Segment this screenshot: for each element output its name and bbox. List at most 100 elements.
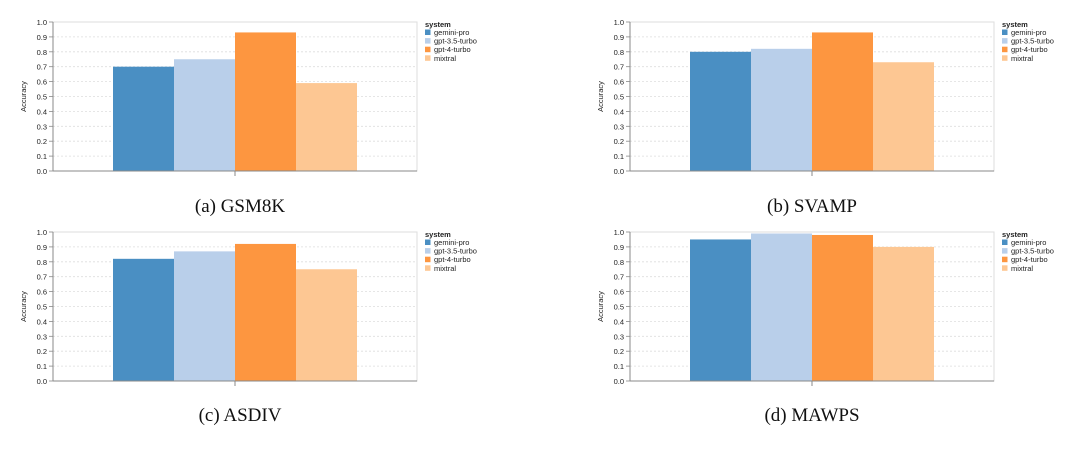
legend-label: mixtral	[434, 264, 456, 273]
y-tick-label: 0.2	[614, 137, 624, 146]
y-tick-label: 0.6	[37, 78, 47, 87]
y-tick-label: 0.4	[37, 107, 47, 116]
legend-label: gpt-3.5-turbo	[1011, 247, 1054, 256]
legend-label: gemini-pro	[1011, 28, 1046, 37]
y-tick-label: 0.0	[614, 167, 624, 176]
y-axis-label: Accuracy	[19, 291, 28, 322]
y-axis-label: Accuracy	[596, 291, 605, 322]
y-axis-label: Accuracy	[596, 81, 605, 112]
bar-gemini-pro	[690, 239, 751, 381]
y-tick-label: 0.8	[614, 48, 624, 57]
y-tick-label: 0.6	[614, 78, 624, 87]
legend-label: gemini-pro	[434, 28, 469, 37]
legend-swatch	[1002, 38, 1008, 44]
y-tick-label: 0.3	[614, 332, 624, 341]
legend-label: mixtral	[1011, 54, 1033, 63]
y-tick-label: 0.7	[37, 273, 47, 282]
bar-gemini-pro	[113, 66, 174, 171]
legend-swatch	[425, 256, 431, 263]
y-tick-label: 0.6	[37, 288, 47, 297]
y-tick-label: 0.9	[614, 33, 624, 42]
y-tick-label: 0.8	[614, 258, 624, 267]
bar-gpt-3.5-turbo	[174, 251, 235, 381]
y-tick-label: 0.3	[37, 332, 47, 341]
legend-label: gpt-4-turbo	[434, 45, 471, 54]
legend-title: system	[425, 20, 451, 29]
legend-label: gpt-4-turbo	[1011, 45, 1048, 54]
chart-panel: 0.0 0.1 0.2 0.3 0.4 0.5 0.6 0.7 0.8 0.9 1.0 Accurac…	[596, 228, 1054, 386]
y-tick-label: 0.0	[37, 377, 47, 386]
y-tick-label: 0.9	[614, 243, 624, 252]
legend-swatch	[425, 55, 431, 61]
legend-title: system	[1002, 20, 1028, 29]
legend-label: mixtral	[434, 54, 456, 63]
legend-label: mixtral	[1011, 264, 1033, 273]
bar-mixtral	[873, 62, 934, 172]
legend-swatch	[1002, 256, 1008, 263]
legend-label: gpt-4-turbo	[1011, 255, 1048, 264]
y-tick-label: 0.7	[614, 63, 624, 72]
legend-swatch	[1002, 248, 1008, 254]
legend-swatch	[1002, 29, 1008, 35]
y-tick-label: 0.5	[614, 93, 624, 102]
y-tick-label: 0.7	[614, 273, 624, 282]
y-tick-label: 0.7	[37, 63, 47, 72]
legend-label: gpt-3.5-turbo	[434, 247, 477, 256]
legend-swatch	[425, 46, 431, 53]
y-axis-label: Accuracy	[19, 81, 28, 112]
y-tick-label: 0.5	[37, 303, 47, 312]
legend-title: system	[425, 230, 451, 239]
legend-label: gpt-3.5-turbo	[1011, 37, 1054, 46]
caption-mawps: (d) MAWPS	[764, 405, 860, 426]
y-tick-label: 0.3	[37, 122, 47, 131]
bar-gpt-4-turbo	[812, 234, 873, 381]
bar-gpt-4-turbo	[235, 243, 296, 381]
legend-swatch	[425, 239, 431, 245]
bar-gemini-pro	[113, 258, 174, 381]
legend-swatch	[1002, 265, 1008, 271]
bar-mixtral	[296, 83, 357, 171]
y-tick-label: 0.4	[614, 107, 624, 116]
caption-asdiv: (c) ASDIV	[198, 405, 282, 426]
y-tick-label: 1.0	[37, 228, 47, 237]
y-tick-label: 0.0	[37, 167, 47, 176]
bar-mixtral	[296, 269, 357, 381]
legend-label: gemini-pro	[434, 238, 469, 247]
chart-panel: 0.0 0.1 0.2 0.3 0.4 0.5 0.6 0.7 0.8 0.9 1.0 Accurac…	[596, 18, 1054, 176]
y-tick-label: 0.1	[614, 362, 624, 371]
y-tick-label: 1.0	[37, 18, 47, 27]
y-tick-label: 0.8	[37, 258, 47, 267]
y-tick-label: 0.1	[37, 152, 47, 161]
bar-gemini-pro	[690, 51, 751, 171]
bar-gpt-3.5-turbo	[751, 233, 812, 381]
legend-label: gpt-3.5-turbo	[434, 37, 477, 46]
caption-gsm8k: (a) GSM8K	[194, 196, 286, 217]
y-tick-label: 1.0	[614, 18, 624, 27]
bar-mixtral	[873, 246, 934, 381]
bar-gpt-3.5-turbo	[751, 48, 812, 171]
y-tick-label: 0.2	[614, 347, 624, 356]
y-tick-label: 0.3	[614, 122, 624, 131]
y-tick-label: 1.0	[614, 228, 624, 237]
caption-svamp: (b) SVAMP	[767, 196, 857, 217]
chart-panel: 0.0 0.1 0.2 0.3 0.4 0.5 0.6 0.7 0.8 0.9 1.0 Accurac…	[19, 228, 477, 386]
legend-swatch	[425, 38, 431, 44]
y-tick-label: 0.0	[614, 377, 624, 386]
legend-swatch	[1002, 239, 1008, 245]
y-tick-label: 0.5	[37, 93, 47, 102]
y-tick-label: 0.4	[37, 317, 47, 326]
legend-label: gpt-4-turbo	[434, 255, 471, 264]
y-tick-label: 0.2	[37, 137, 47, 146]
y-tick-label: 0.2	[37, 347, 47, 356]
legend-swatch	[425, 248, 431, 254]
y-tick-label: 0.5	[614, 303, 624, 312]
legend-swatch	[425, 29, 431, 35]
y-tick-label: 0.8	[37, 48, 47, 57]
y-tick-label: 0.6	[614, 288, 624, 297]
legend-swatch	[425, 265, 431, 271]
y-tick-label: 0.1	[37, 362, 47, 371]
legend-label: gemini-pro	[1011, 238, 1046, 247]
y-tick-label: 0.1	[614, 152, 624, 161]
